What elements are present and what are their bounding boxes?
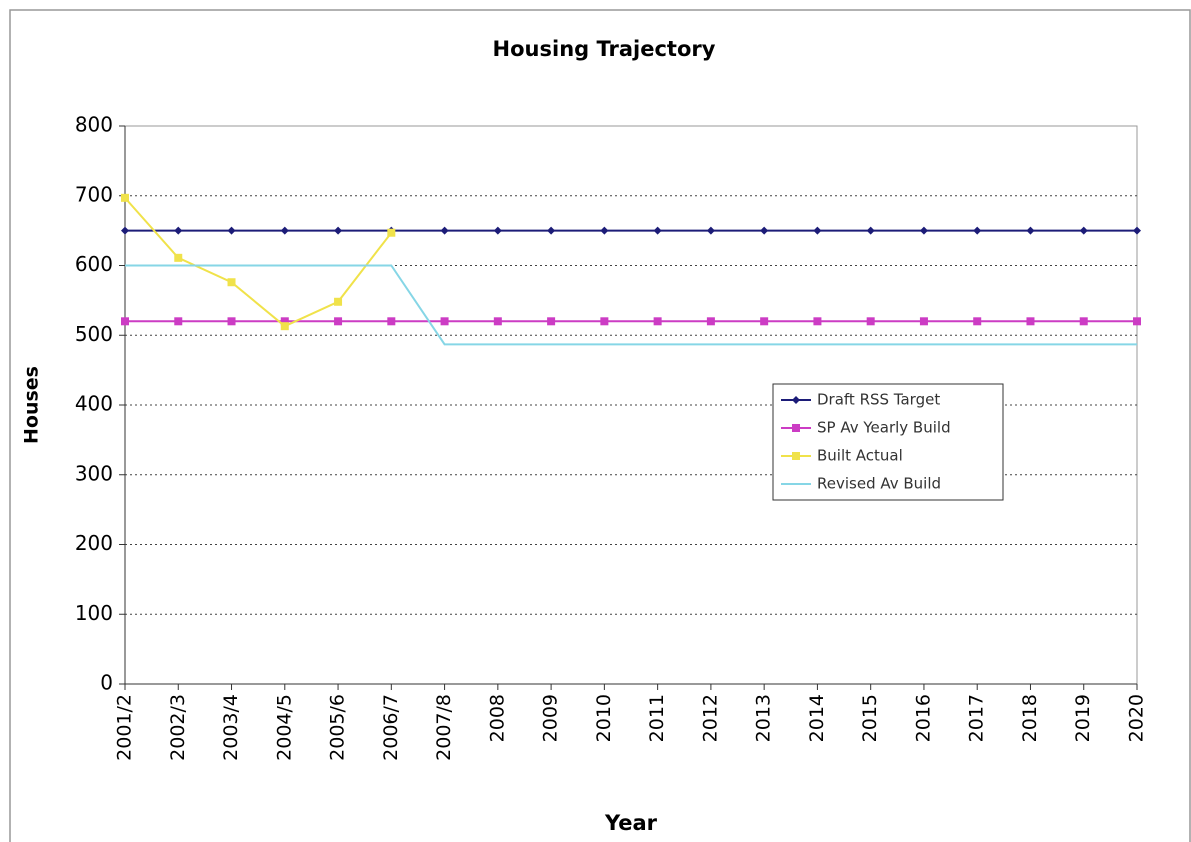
marker	[387, 317, 396, 326]
marker	[280, 322, 289, 331]
marker	[227, 226, 236, 235]
y-tick-label: 700	[75, 182, 113, 206]
x-tick-label: 2003/4	[220, 694, 242, 761]
x-tick-label: 2017	[966, 694, 988, 742]
marker	[706, 226, 715, 235]
x-tick-label: 2015	[859, 694, 881, 742]
x-tick-label: 2010	[593, 694, 615, 742]
legend-label: SP Av Yearly Build	[817, 419, 951, 437]
marker	[866, 317, 875, 326]
marker	[1079, 317, 1088, 326]
x-tick-label: 2019	[1072, 694, 1094, 742]
marker	[1026, 317, 1035, 326]
x-tick-label: 2020	[1126, 694, 1148, 742]
marker	[121, 193, 129, 202]
marker	[440, 226, 449, 235]
legend-box	[772, 383, 1004, 501]
marker	[121, 317, 129, 326]
marker	[174, 226, 183, 235]
y-tick-label: 300	[75, 461, 113, 485]
marker	[1026, 226, 1035, 235]
marker	[493, 226, 502, 235]
series-line	[124, 197, 393, 328]
marker	[600, 317, 609, 326]
x-axis-label: Year	[604, 811, 658, 835]
marker	[334, 317, 343, 326]
x-tick-label: 2012	[699, 694, 721, 742]
marker	[792, 452, 800, 460]
y-axis-label: Houses	[21, 366, 43, 444]
marker	[813, 317, 822, 326]
x-tick-label: 2002/3	[167, 694, 189, 761]
marker	[547, 226, 556, 235]
marker	[227, 317, 236, 326]
marker	[792, 424, 800, 432]
y-tick-label: 100	[75, 601, 113, 625]
legend-label: Revised Av Build	[817, 475, 941, 493]
marker	[440, 317, 449, 326]
marker	[973, 226, 982, 235]
x-tick-label: 2013	[753, 694, 775, 742]
marker	[334, 226, 343, 235]
y-tick-label: 800	[75, 113, 113, 137]
marker	[760, 317, 769, 326]
marker	[866, 226, 875, 235]
marker	[1133, 226, 1141, 235]
marker	[792, 396, 800, 404]
y-tick-label: 0	[100, 671, 113, 695]
marker	[760, 226, 769, 235]
marker	[174, 317, 183, 326]
marker	[1133, 317, 1141, 326]
marker	[227, 278, 236, 287]
y-tick-label: 600	[75, 252, 113, 276]
marker	[919, 226, 928, 235]
marker	[973, 317, 982, 326]
x-tick-label: 2009	[540, 694, 562, 742]
x-tick-label: 2006/7	[380, 694, 402, 761]
x-tick-label: 2011	[646, 694, 668, 742]
x-tick-label: 2014	[806, 694, 828, 742]
x-tick-label: 2005/6	[327, 694, 349, 761]
marker	[653, 226, 662, 235]
series-line	[125, 264, 1137, 346]
marker	[1079, 226, 1088, 235]
marker	[547, 317, 556, 326]
y-tick-label: 200	[75, 531, 113, 555]
marker	[706, 317, 715, 326]
x-tick-label: 2007/8	[433, 694, 455, 761]
marker	[280, 226, 289, 235]
x-tick-label: 2004/5	[273, 694, 295, 761]
legend-label: Draft RSS Target	[817, 391, 940, 409]
marker	[174, 253, 183, 262]
marker	[334, 297, 343, 306]
chart-title: Housing Trajectory	[493, 37, 716, 61]
marker	[121, 226, 129, 235]
marker	[600, 226, 609, 235]
y-tick-label: 400	[75, 392, 113, 416]
marker	[387, 228, 396, 237]
marker	[919, 317, 928, 326]
marker	[493, 317, 502, 326]
marker	[653, 317, 662, 326]
x-tick-label: 2018	[1019, 694, 1041, 742]
y-tick-label: 500	[75, 322, 113, 346]
legend-label: Built Actual	[817, 447, 903, 465]
x-tick-label: 2001/2	[114, 694, 136, 761]
x-tick-label: 2016	[912, 694, 934, 742]
x-tick-label: 2008	[486, 694, 508, 742]
marker	[280, 317, 289, 326]
marker	[813, 226, 822, 235]
